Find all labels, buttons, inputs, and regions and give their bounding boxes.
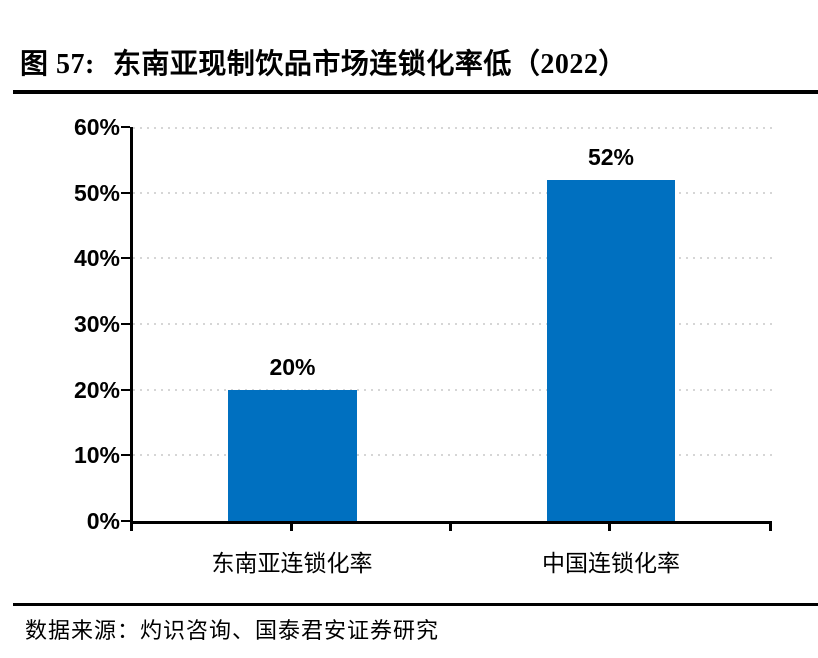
gridline-30 xyxy=(133,323,772,325)
y-tick-0 xyxy=(121,520,130,522)
plot-area: 20% 52% xyxy=(130,127,772,524)
gridline-10 xyxy=(133,454,772,456)
bar-china: 52% xyxy=(547,144,675,521)
data-source-note: 数据来源：灼识咨询、国泰君安证券研究 xyxy=(25,618,440,643)
bar-value-label-southeast-asia: 20% xyxy=(269,353,316,380)
x-tick-midpoint xyxy=(449,524,452,531)
x-tick-left-end xyxy=(130,524,133,531)
y-tick-10 xyxy=(121,454,130,456)
x-tick-bar2-center xyxy=(608,524,611,531)
y-axis-label-60: 60% xyxy=(73,114,120,140)
y-tick-50 xyxy=(121,192,130,194)
y-axis-label-30: 30% xyxy=(73,311,120,337)
figure-title-text: 东南亚现制饮品市场连锁化率低（2022） xyxy=(112,49,627,80)
y-axis-label-10: 10% xyxy=(73,442,120,468)
y-tick-30 xyxy=(121,323,130,325)
y-tick-40 xyxy=(121,257,130,259)
gridline-40 xyxy=(133,257,772,259)
y-axis-label-50: 50% xyxy=(73,180,120,206)
gridline-60 xyxy=(133,127,772,129)
figure-number: 图 57: xyxy=(20,49,95,80)
category-label-china: 中国连锁化率 xyxy=(542,550,680,576)
gridline-50 xyxy=(133,192,772,194)
x-tick-bar1-center xyxy=(290,524,293,531)
gridline-20 xyxy=(133,389,772,391)
category-label-southeast-asia: 东南亚连锁化率 xyxy=(211,550,373,576)
x-tick-right-end xyxy=(769,524,772,531)
y-tick-20 xyxy=(121,389,130,391)
figure-title: 图 57: 东南亚现制饮品市场连锁化率低（2022） xyxy=(20,46,627,84)
bar-southeast-asia: 20% xyxy=(228,354,357,521)
footer-divider-rule xyxy=(13,603,818,606)
y-axis-label-40: 40% xyxy=(73,245,120,271)
y-axis-label-0: 0% xyxy=(86,508,120,534)
title-divider-rule xyxy=(13,90,818,94)
y-tick-60 xyxy=(121,126,130,128)
bar-value-label-china: 52% xyxy=(587,143,635,170)
y-axis-label-20: 20% xyxy=(73,377,120,403)
